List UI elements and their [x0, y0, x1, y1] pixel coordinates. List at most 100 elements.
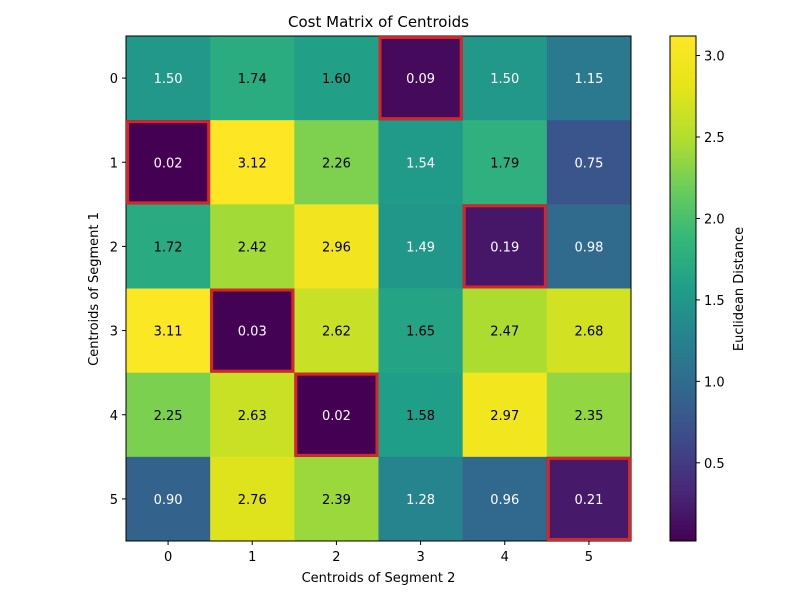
cell-value-label: 0.96 — [490, 493, 519, 508]
cell-value-label: 3.11 — [154, 325, 183, 340]
highlight-box — [546, 456, 631, 542]
heatmap-cell — [462, 36, 548, 121]
x-axis-ticks: 0 1 2 3 4 5 — [164, 541, 593, 565]
cell-value-label: 2.76 — [238, 493, 267, 508]
colorbar-gradient — [669, 35, 697, 542]
x-tick-label: 2 — [332, 550, 340, 565]
heatmap-cell — [210, 456, 295, 542]
cell-value-label: 0.03 — [238, 325, 267, 340]
heatmap-cell — [126, 36, 211, 121]
chart-title: Cost Matrix of Centroids — [288, 13, 469, 31]
cell-value-label: 1.58 — [406, 409, 435, 424]
y-tick-label: 0 — [110, 72, 118, 87]
cell-value-label: 2.39 — [322, 493, 351, 508]
cell-value-label: 2.97 — [490, 409, 519, 424]
heatmap-cell — [462, 456, 548, 542]
cell-value-label: 1.60 — [322, 72, 351, 87]
heatmap-cell — [126, 372, 211, 458]
heatmap-cell — [462, 288, 548, 374]
highlight-box — [210, 288, 295, 373]
cell-value-label: 2.47 — [490, 325, 519, 340]
heatmap-cell — [546, 288, 632, 374]
cell-value-label: 2.26 — [322, 156, 351, 171]
y-tick-label: 3 — [110, 325, 118, 340]
highlight-box — [378, 36, 463, 121]
cell-value-label: 3.12 — [238, 156, 267, 171]
cell-value-label: 1.28 — [406, 493, 435, 508]
x-tick-label: 1 — [248, 550, 256, 565]
cell-value-label: 2.68 — [574, 325, 603, 340]
cell-value-label: 2.62 — [322, 325, 351, 340]
colorbar-label: Euclidean Distance — [732, 227, 747, 351]
heatmap-cell — [378, 36, 464, 121]
plot-frame — [125, 35, 632, 542]
x-tick-label: 5 — [585, 550, 593, 565]
heatmap-cell — [210, 204, 295, 289]
x-tick-label: 4 — [501, 550, 509, 565]
x-axis-label: Centroids of Segment 2 — [302, 571, 456, 586]
highlight-boxes — [126, 36, 631, 542]
y-tick-label: 2 — [110, 240, 118, 255]
highlight-box — [294, 372, 379, 457]
cell-value-label: 1.50 — [154, 72, 183, 87]
cell-value-label: 1.79 — [490, 156, 519, 171]
heatmap-cell — [294, 120, 379, 205]
heatmap-cell — [378, 120, 464, 205]
colorbar-tick-label: 0.5 — [704, 457, 725, 472]
highlight-box — [462, 204, 547, 289]
heatmap-cell — [546, 372, 632, 458]
heatmap-cell — [546, 120, 632, 205]
cell-value-label: 0.02 — [322, 409, 351, 424]
heatmap-cell — [210, 36, 295, 121]
cell-value-label: 2.63 — [238, 409, 267, 424]
colorbar-tick-label: 2.0 — [704, 212, 725, 227]
heatmap-cell — [546, 36, 632, 121]
cell-value-label: 1.74 — [238, 72, 267, 87]
heatmap-cell — [546, 456, 632, 542]
y-axis-ticks: 0 1 2 3 4 5 — [110, 72, 126, 508]
colorbar-tick-label: 1.5 — [704, 294, 725, 309]
heatmap-cell — [378, 372, 464, 458]
cell-value-label: 0.21 — [574, 493, 603, 508]
cell-value-label: 2.35 — [574, 409, 603, 424]
heatmap-cell — [546, 204, 632, 289]
cell-value-label: 1.65 — [406, 325, 435, 340]
cell-value-label: 1.72 — [154, 240, 183, 255]
heatmap-cell — [126, 288, 211, 374]
cell-value-label: 2.96 — [322, 240, 351, 255]
heatmap-cell — [126, 456, 211, 542]
heatmap-cell — [210, 120, 295, 205]
y-tick-label: 1 — [110, 156, 118, 171]
heatmap-cell — [462, 204, 548, 289]
cell-value-label: 0.02 — [154, 156, 183, 171]
heatmap-cell — [378, 288, 464, 374]
highlight-box — [126, 120, 211, 205]
colorbar-tick-label: 2.5 — [704, 131, 725, 146]
heatmap-cell — [210, 288, 295, 374]
cell-value-label: 0.19 — [490, 240, 519, 255]
heatmap-cell — [378, 204, 464, 289]
cell-value-label: 0.09 — [406, 72, 435, 87]
heatmap-cell — [294, 204, 379, 289]
heatmap-cell — [126, 204, 211, 289]
y-tick-label: 5 — [110, 493, 118, 508]
heatmap-cell — [294, 456, 379, 542]
y-axis-label: Centroids of Segment 1 — [87, 212, 102, 366]
cell-value-label: 1.54 — [406, 156, 435, 171]
x-tick-label: 3 — [416, 550, 424, 565]
heatmap-cell — [210, 372, 295, 458]
cell-value-label: 0.98 — [574, 240, 603, 255]
x-tick-label: 0 — [164, 550, 172, 565]
heatmap-cell — [294, 36, 379, 121]
heatmap-cell — [294, 288, 379, 374]
cell-value-label: 1.49 — [406, 240, 435, 255]
heatmap-cell — [294, 372, 379, 458]
y-tick-label: 4 — [110, 409, 118, 424]
cell-value-label: 0.90 — [154, 493, 183, 508]
heatmap-cell — [462, 372, 548, 458]
heatmap-cell — [462, 120, 548, 205]
colorbar-tick-label: 3.0 — [704, 50, 725, 65]
cell-value-label: 0.75 — [574, 156, 603, 171]
cell-value-label: 1.15 — [574, 72, 603, 87]
